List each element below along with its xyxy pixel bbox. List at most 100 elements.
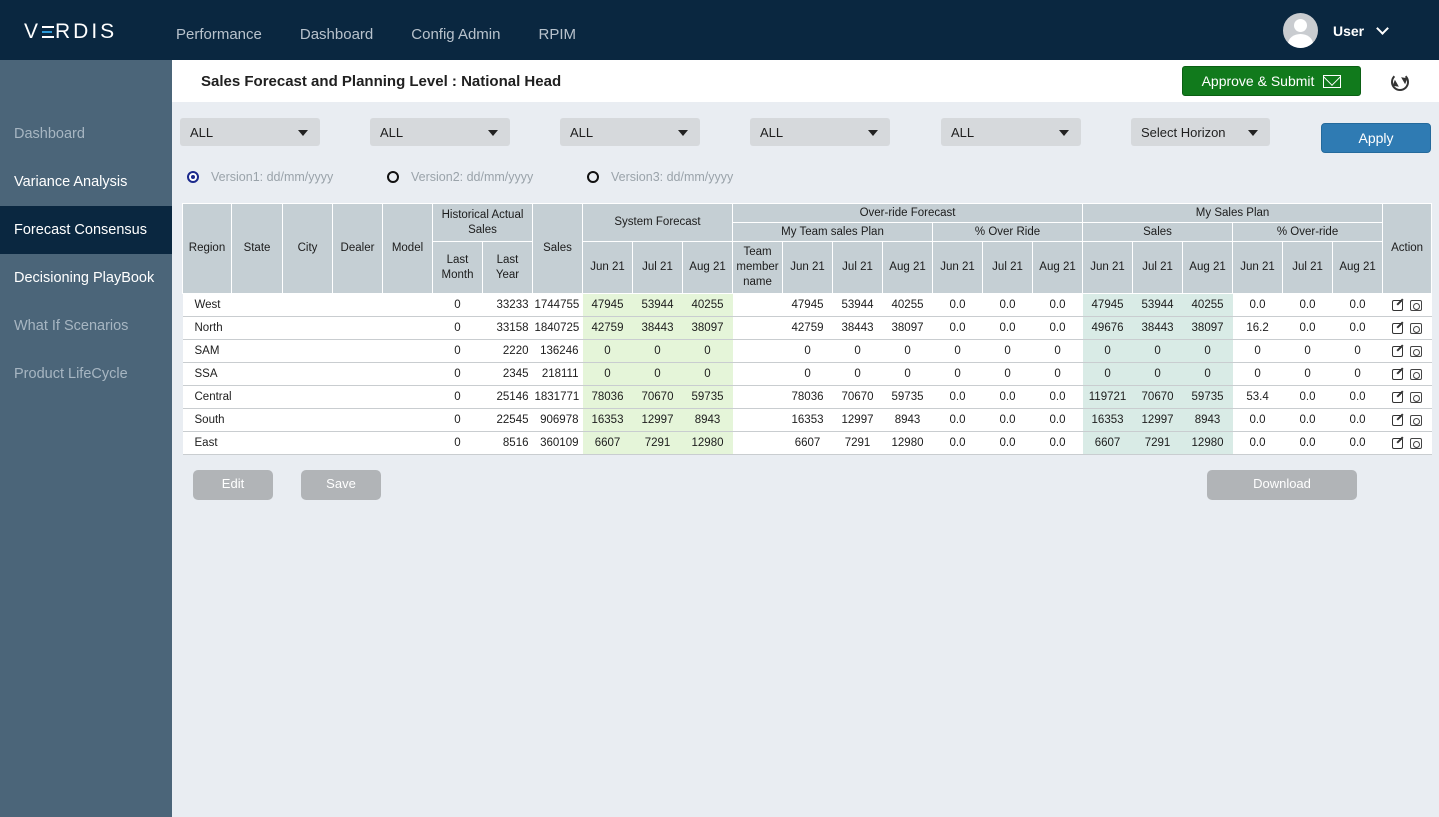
cell-pct-override: 0 [1032, 339, 1083, 363]
cell-sp-pct-override: 0.0 [1332, 316, 1383, 340]
nav-dashboard[interactable]: Dashboard [299, 26, 374, 43]
avatar[interactable] [1283, 13, 1318, 48]
header-system-forecast: System Forecast [581, 203, 734, 242]
radio-icon[interactable] [387, 171, 399, 183]
filter-select-1[interactable]: ALL [180, 118, 320, 146]
cell-model [382, 431, 433, 455]
filter-select-5[interactable]: ALL [941, 118, 1081, 146]
edit-icon[interactable] [1392, 322, 1404, 334]
cell-state [231, 362, 283, 386]
top-bar: V RDIS Performance Dashboard Config Admin… [0, 0, 1439, 60]
cell-team-plan: 6607 [782, 431, 833, 455]
cell-team-plan: 70670 [832, 385, 883, 409]
cell-pct-override: 0.0 [1032, 431, 1083, 455]
cell-pct-override: 0.0 [932, 408, 983, 432]
cell-pct-override: 0.0 [982, 408, 1033, 432]
cell-sales-plan: 0 [1132, 339, 1183, 363]
row-actions [1385, 299, 1430, 311]
cell-sp-pct-override: 0.0 [1232, 431, 1283, 455]
radio-selected-icon[interactable] [187, 171, 199, 183]
user-name[interactable]: User [1333, 22, 1365, 39]
cell-dealer [332, 293, 383, 317]
version1-radio[interactable]: Version1: dd/mm/yyyy [187, 170, 333, 184]
cell-sales-plan: 8943 [1182, 408, 1233, 432]
cell-state [231, 431, 283, 455]
cell-sales-plan: 47945 [1082, 293, 1133, 317]
view-icon[interactable] [1410, 368, 1423, 380]
cell-model [382, 316, 433, 340]
cell-pct-override: 0.0 [1032, 293, 1083, 317]
cell-system-forecast: 59735 [682, 385, 733, 409]
mail-icon [1323, 74, 1342, 88]
cell-region: East [182, 431, 232, 455]
cell-model [382, 385, 433, 409]
sidebar-item-forecast-consensus[interactable]: Forecast Consensus [0, 206, 172, 254]
table-row: North 0 33158 1840725 42759 38443 38097 42759 38… [182, 316, 1432, 340]
nav-rpim[interactable]: RPIM [538, 26, 576, 43]
cell-system-forecast: 38443 [632, 316, 683, 340]
edit-icon[interactable] [1392, 299, 1404, 311]
cell-team-plan: 12980 [882, 431, 933, 455]
cell-system-forecast: 0 [582, 339, 633, 363]
edit-icon[interactable] [1392, 368, 1404, 380]
cell-model [382, 362, 433, 386]
cell-action [1382, 293, 1432, 317]
view-icon[interactable] [1410, 345, 1423, 357]
cell-sp-pct-override: 0.0 [1332, 293, 1383, 317]
save-button[interactable]: Save [301, 470, 381, 500]
refresh-icon[interactable] [1391, 73, 1409, 91]
edit-icon[interactable] [1392, 437, 1404, 449]
cell-sales-plan: 38097 [1182, 316, 1233, 340]
cell-state [231, 339, 283, 363]
cell-pct-override: 0.0 [932, 431, 983, 455]
sidebar-item-product-lifecycle[interactable]: Product LifeCycle [14, 366, 128, 382]
cell-system-forecast: 6607 [582, 431, 633, 455]
user-menu[interactable]: User [1283, 13, 1390, 48]
cell-sales: 136246 [532, 339, 583, 363]
edit-icon[interactable] [1392, 345, 1404, 357]
view-icon[interactable] [1410, 391, 1423, 403]
version2-radio[interactable]: Version2: dd/mm/yyyy [387, 170, 533, 184]
radio-icon[interactable] [587, 171, 599, 183]
row-actions [1385, 414, 1430, 426]
cell-system-forecast: 70670 [632, 385, 683, 409]
verdis-logo[interactable]: V RDIS [24, 20, 118, 43]
row-actions [1385, 391, 1430, 403]
edit-icon[interactable] [1392, 391, 1404, 403]
view-icon[interactable] [1410, 437, 1423, 449]
cell-pct-override: 0 [932, 339, 983, 363]
header-month: Aug 21 [882, 241, 934, 294]
view-icon[interactable] [1410, 414, 1423, 426]
header-month: Aug 21 [681, 241, 734, 294]
download-button[interactable]: Download [1207, 470, 1357, 500]
cell-model [382, 293, 433, 317]
filter-select-4[interactable]: ALL [750, 118, 890, 146]
edit-icon[interactable] [1392, 414, 1404, 426]
sidebar-item-variance-analysis[interactable]: Variance Analysis [14, 174, 128, 190]
edit-button[interactable]: Edit [193, 470, 273, 500]
nav-config-admin[interactable]: Config Admin [411, 26, 501, 43]
cell-team-plan: 8943 [882, 408, 933, 432]
header-month: Jun 21 [1232, 241, 1284, 294]
view-icon[interactable] [1410, 322, 1423, 334]
view-icon[interactable] [1410, 299, 1423, 311]
cell-pct-override: 0.0 [1032, 316, 1083, 340]
sidebar-item-decisioning-playbook[interactable]: Decisioning PlayBook [14, 270, 155, 286]
cell-sp-pct-override: 0 [1232, 339, 1283, 363]
filter-select-3[interactable]: ALL [560, 118, 700, 146]
cell-region: SAM [182, 339, 232, 363]
cell-state [231, 293, 283, 317]
sidebar-item-dashboard[interactable]: Dashboard [14, 126, 85, 142]
version3-radio[interactable]: Version3: dd/mm/yyyy [587, 170, 733, 184]
cell-pct-override: 0.0 [932, 316, 983, 340]
filter-select-2[interactable]: ALL [370, 118, 510, 146]
approve-submit-button[interactable]: Approve & Submit [1182, 66, 1361, 96]
sidebar-item-what-if-scenarios[interactable]: What If Scenarios [14, 318, 129, 334]
cell-system-forecast: 0 [682, 362, 733, 386]
apply-button[interactable]: Apply [1321, 123, 1431, 153]
filter-value: ALL [951, 125, 975, 140]
nav-performance[interactable]: Performance [176, 26, 262, 43]
horizon-select[interactable]: Select Horizon [1131, 118, 1270, 146]
chevron-down-icon[interactable] [1376, 21, 1390, 35]
cell-team-plan: 0 [882, 362, 933, 386]
